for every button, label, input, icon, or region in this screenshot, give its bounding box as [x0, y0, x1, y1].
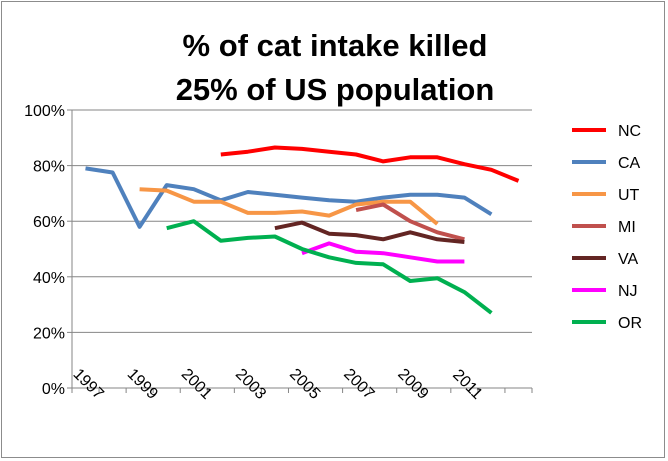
- axes: [71, 110, 533, 393]
- x-tick-label: 1997: [70, 366, 107, 403]
- chart-title-line-2: 25% of US population: [176, 72, 495, 107]
- y-tick-label: 80%: [33, 159, 65, 176]
- legend-label-va: VA: [618, 251, 638, 268]
- series-line-nj: [301, 241, 465, 264]
- y-tick-label: 20%: [33, 325, 65, 342]
- series-line-or: [166, 219, 493, 315]
- legend: NC CA UT MI VA NJ OR: [572, 123, 642, 332]
- legend-label-mi: MI: [618, 219, 636, 236]
- y-tick-label: 60%: [33, 214, 65, 231]
- legend-label-nc: NC: [618, 123, 641, 140]
- y-tick-label: 40%: [33, 270, 65, 287]
- legend-label-or: OR: [618, 315, 642, 332]
- x-tick-label: 1999: [124, 366, 161, 403]
- x-tick-label: 2001: [178, 366, 215, 403]
- x-tick-label: 2003: [232, 366, 269, 403]
- series-line-nc: [220, 145, 520, 183]
- x-tick-label: 2009: [394, 366, 431, 403]
- y-axis-tick-labels: 0% 20% 40% 60% 80% 100%: [24, 103, 65, 398]
- y-tick-label: 100%: [24, 103, 65, 120]
- legend-label-nj: NJ: [618, 283, 638, 300]
- legend-label-ca: CA: [618, 155, 641, 172]
- series-line-ut: [139, 187, 439, 226]
- series-line-ca: [85, 166, 493, 229]
- legend-label-ut: UT: [618, 187, 640, 204]
- x-tick-label: 2007: [340, 366, 377, 403]
- y-tick-label: 0%: [42, 381, 65, 398]
- x-tick-label: 2011: [449, 366, 485, 402]
- chart-title-line-1: % of cat intake killed: [183, 28, 488, 63]
- x-tick-label: 2005: [286, 366, 323, 403]
- x-axis-tick-labels: 1997 1999 2001 2003 2005 2007 2009 2011: [70, 366, 486, 403]
- series-line-mi: [355, 202, 465, 242]
- series-line-va: [274, 220, 465, 244]
- series-lines: [85, 145, 520, 315]
